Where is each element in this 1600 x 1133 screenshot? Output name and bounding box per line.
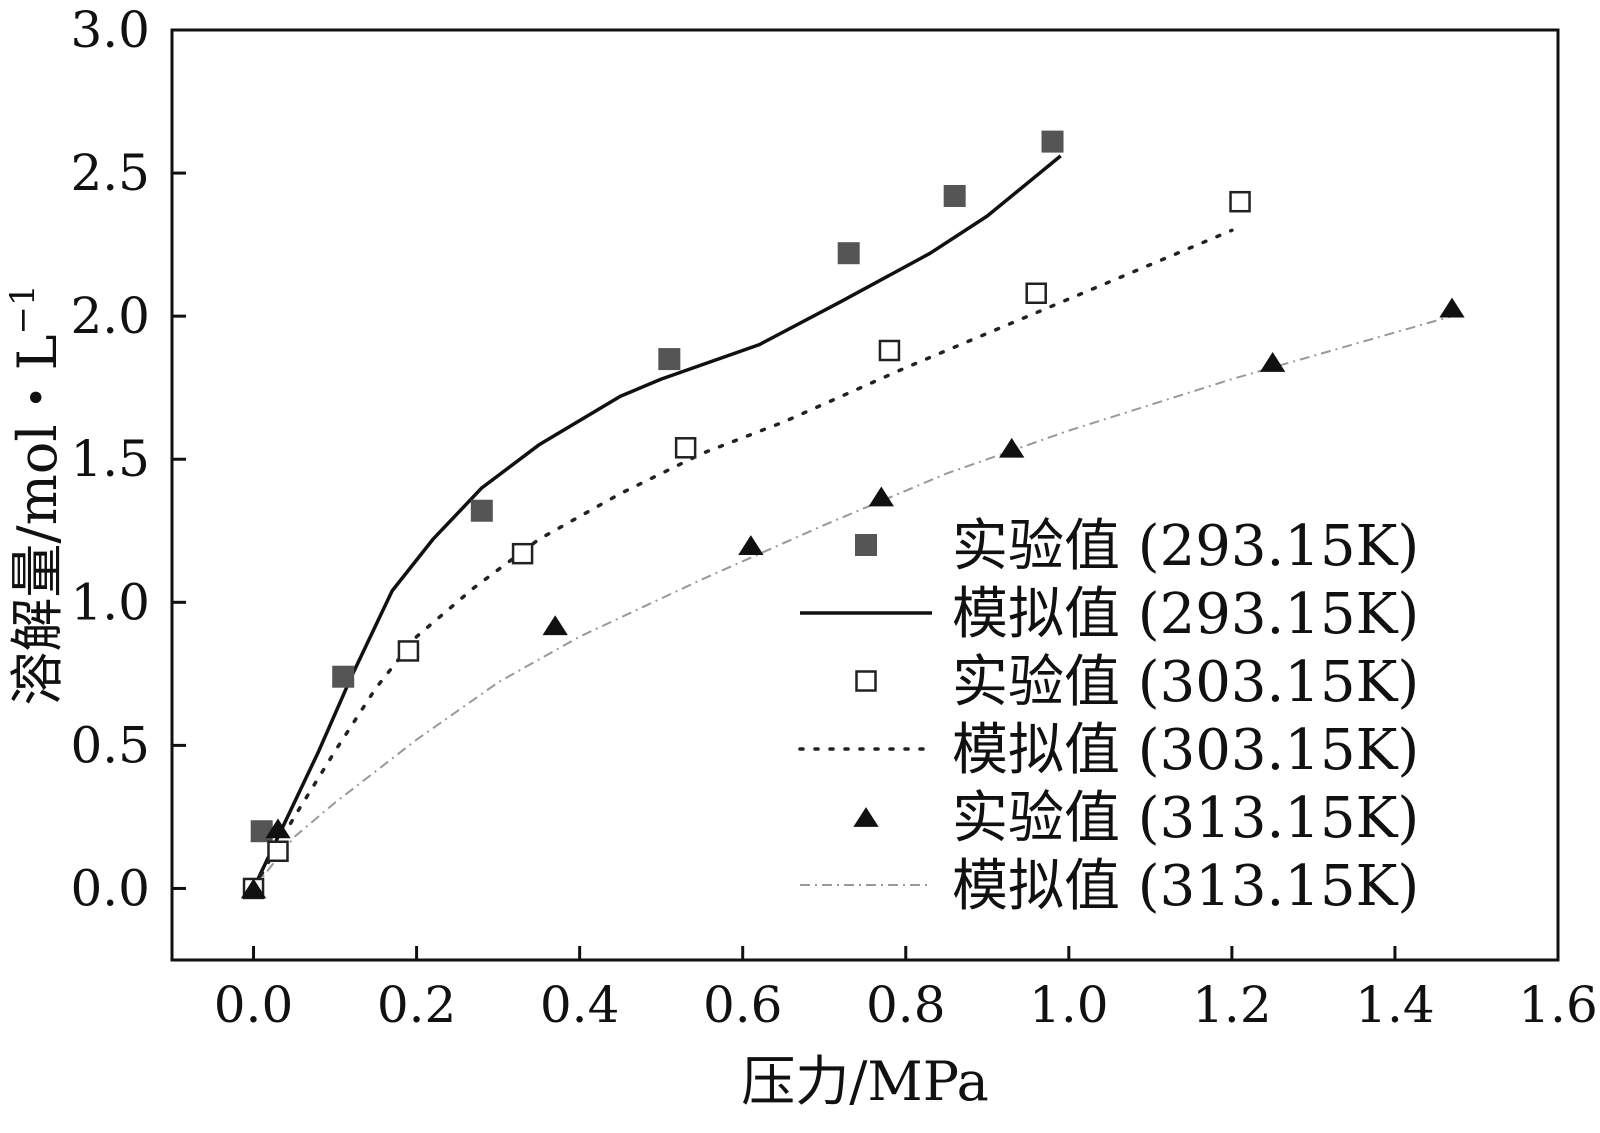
data-point	[1439, 297, 1465, 318]
legend-marker	[855, 534, 877, 556]
x-tick-label: 1.4	[1355, 976, 1435, 1034]
series-line	[252, 315, 1453, 890]
legend-label: 实验值 (303.15K)	[952, 650, 1419, 715]
data-point	[999, 437, 1025, 458]
data-point	[1025, 282, 1047, 305]
data-point	[511, 542, 534, 565]
x-tick-label: 1.6	[1518, 976, 1598, 1034]
y-tick-label: 1.5	[70, 430, 150, 488]
legend-label: 实验值 (313.15K)	[952, 786, 1419, 851]
data-point	[267, 840, 289, 863]
legend: 实验值 (293.15K)模拟值 (293.15K)实验值 (303.15K)模…	[798, 514, 1419, 919]
y-axis-label-superscript: −1	[3, 284, 43, 334]
data-point	[470, 499, 493, 522]
legend-entry: 模拟值 (293.15K)	[800, 582, 1419, 647]
series-markers	[240, 130, 1465, 900]
y-tick-label: 0.0	[70, 859, 150, 917]
data-point	[332, 665, 355, 688]
y-tick-label: 0.5	[70, 716, 150, 774]
data-point	[397, 640, 420, 662]
x-tick-label: 1.0	[1029, 976, 1109, 1034]
data-point	[674, 437, 697, 459]
legend-label: 模拟值 (303.15K)	[952, 718, 1419, 783]
legend-label: 模拟值 (313.15K)	[952, 854, 1419, 919]
x-tick-label: 1.2	[1192, 976, 1272, 1034]
x-tick-label: 0.2	[377, 976, 457, 1034]
y-tick-label: 2.0	[70, 287, 150, 345]
legend-label: 实验值 (293.15K)	[952, 514, 1419, 579]
x-tick-label: 0.4	[540, 976, 620, 1034]
data-point	[868, 486, 894, 507]
data-point	[1229, 190, 1251, 213]
data-point	[265, 818, 291, 839]
y-tick-label: 3.0	[70, 1, 150, 59]
series-lines	[251, 154, 1453, 891]
y-tick-label: 2.5	[70, 144, 150, 202]
data-point	[658, 348, 681, 371]
legend-marker	[853, 807, 879, 827]
plot-frame	[170, 28, 1560, 962]
x-tick-label: 0.0	[214, 976, 294, 1034]
y-axis-label: 溶解量/mol・L−1	[3, 284, 69, 705]
data-point	[878, 339, 901, 362]
x-axis-label: 压力/MPa	[741, 1050, 989, 1113]
legend-entry: 实验值 (303.15K)	[855, 650, 1419, 715]
legend-entry: 模拟值 (313.15K)	[800, 854, 1419, 919]
legend-marker	[855, 670, 877, 692]
axis-ticks: 0.0 0.2 0.4 0.6 0.8 1.0 1.2 1.4 1.6 0.0 0.5 1.0 1.5 2…	[70, 1, 1597, 1034]
x-tick-label: 0.6	[703, 976, 783, 1034]
y-tick-label: 1.0	[70, 573, 150, 631]
data-point	[250, 820, 273, 843]
data-point	[1259, 352, 1286, 372]
legend-entry: 模拟值 (303.15K)	[798, 718, 1419, 783]
legend-entry: 实验值 (313.15K)	[853, 786, 1419, 851]
data-point	[837, 242, 860, 265]
series-line	[251, 154, 1062, 890]
y-axis-label-group: 溶解量/mol・L−1	[3, 284, 69, 705]
data-point	[738, 535, 764, 555]
legend-entry: 实验值 (293.15K)	[855, 514, 1419, 579]
x-tick-label: 0.8	[866, 976, 946, 1034]
legend-label: 模拟值 (293.15K)	[952, 582, 1419, 647]
y-axis-label-text: 溶解量/mol・L	[6, 335, 69, 706]
data-point	[542, 615, 568, 636]
data-point	[943, 184, 966, 207]
data-point	[240, 878, 267, 899]
data-point	[1041, 130, 1064, 153]
